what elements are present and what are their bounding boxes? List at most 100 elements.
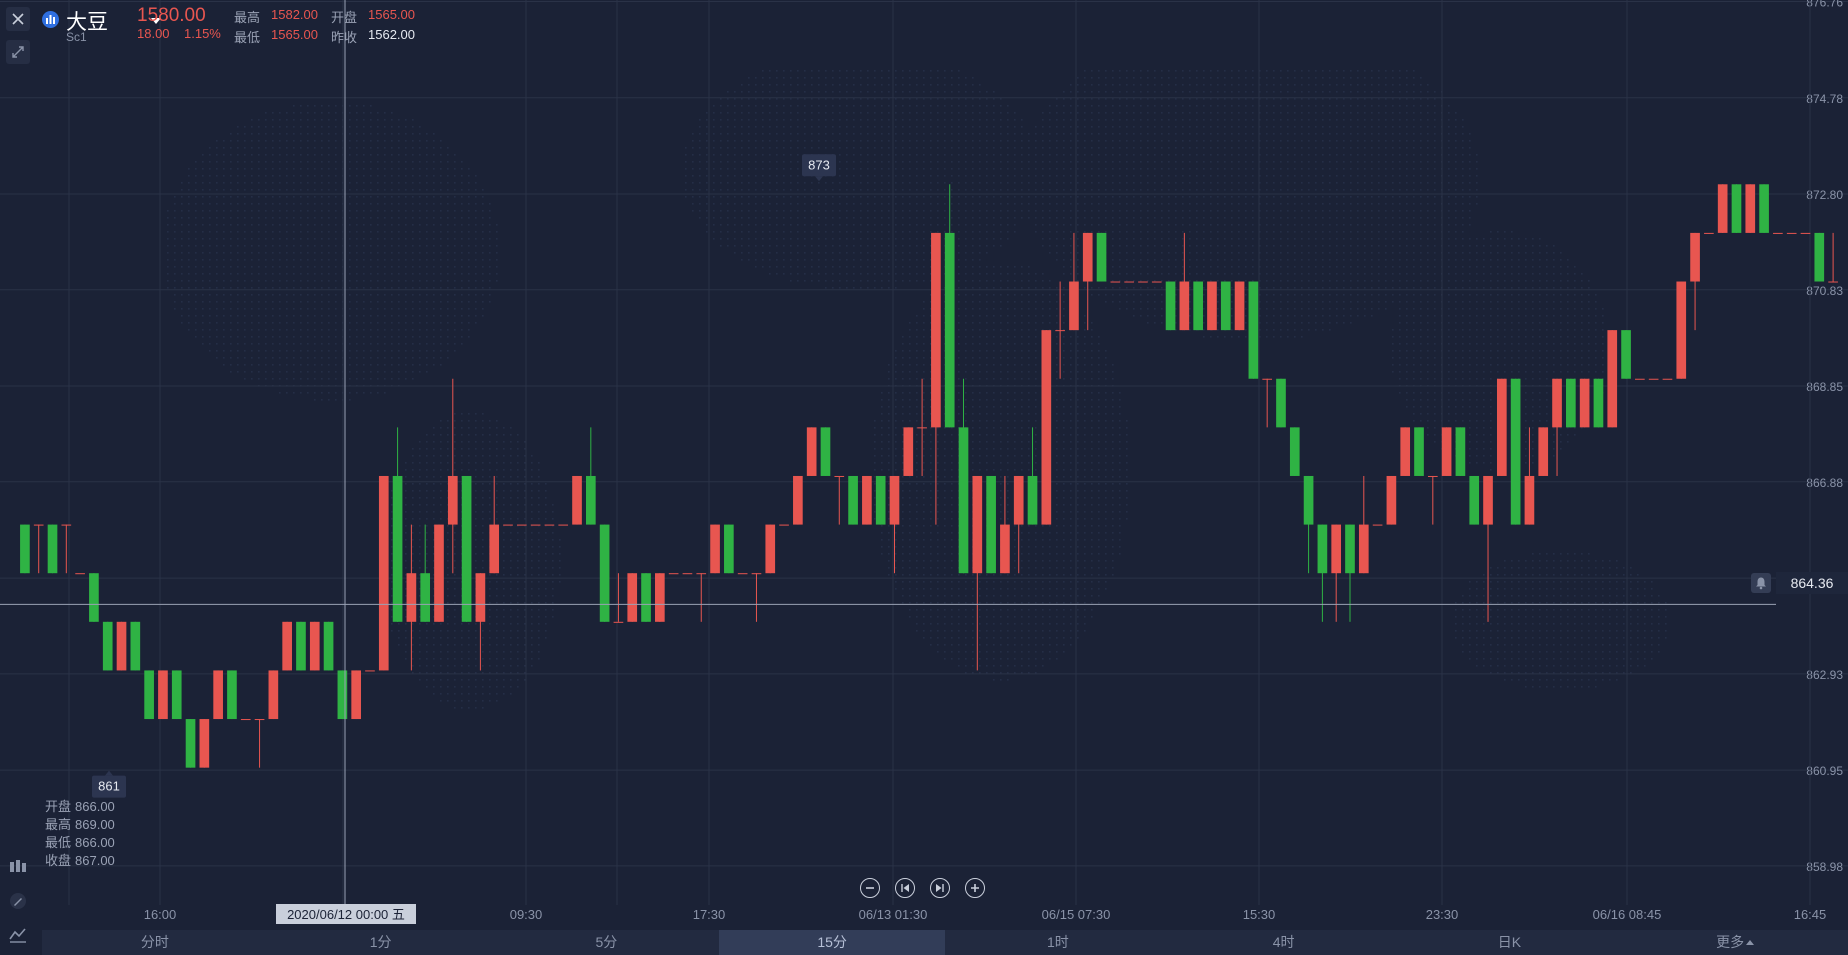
ohlc-low-value: 866.00 xyxy=(75,835,115,850)
jump-end-button[interactable] xyxy=(930,878,950,898)
candle-body xyxy=(613,621,624,623)
candle-body xyxy=(599,524,610,622)
candle-body xyxy=(1607,330,1618,428)
candle-body xyxy=(931,232,941,428)
timeframe-tab-label: 1时 xyxy=(1046,934,1069,950)
candle-body xyxy=(696,573,707,575)
candle-body xyxy=(227,670,237,720)
candle-body xyxy=(323,621,334,671)
candle-body xyxy=(1358,524,1369,574)
candle-body xyxy=(1220,281,1231,331)
timeframe-tab[interactable]: 更多 xyxy=(1622,930,1848,955)
candle-body xyxy=(1207,281,1217,331)
price-alert-button[interactable] xyxy=(1751,573,1771,593)
candle-body xyxy=(544,524,555,526)
y-tick-label: 862.93 xyxy=(1806,668,1843,682)
timeframe-tab-label: 15分 xyxy=(817,934,847,950)
symbol-code: Sc1 xyxy=(66,30,87,44)
candle-body xyxy=(1483,475,1493,525)
candle-body xyxy=(1289,427,1300,476)
collapse-icon xyxy=(12,46,24,58)
timeframe-tab-label: 分时 xyxy=(140,934,169,950)
candle-body xyxy=(1345,524,1355,574)
ohlc-high-label: 最高 xyxy=(45,817,72,832)
symbol-chart-icon xyxy=(42,11,59,28)
change-percent: 1.15% xyxy=(184,26,221,41)
candle-body xyxy=(1331,524,1342,574)
line-tool-icon xyxy=(9,928,26,943)
candle-body xyxy=(1621,330,1631,379)
timeframe-tab[interactable]: 4时 xyxy=(1171,930,1397,955)
collapse-button[interactable] xyxy=(6,40,30,64)
indicator-button[interactable] xyxy=(6,854,30,878)
candle-body xyxy=(1055,330,1065,332)
open-value: 1565.00 xyxy=(368,7,415,22)
y-tick-label: 860.95 xyxy=(1806,764,1843,778)
timeframe-tab[interactable]: 1时 xyxy=(945,930,1171,955)
candle-body xyxy=(751,573,762,575)
candle-body xyxy=(903,427,914,476)
timeframe-bar: 分时 1分 5分 15分 1时 4时 日K 更多 xyxy=(42,930,1848,955)
close-button[interactable] xyxy=(6,7,30,31)
candle-body xyxy=(1165,281,1176,331)
candle-body xyxy=(834,475,845,477)
candle-body xyxy=(130,621,141,671)
ohlc-low-row: 最低 866.00 xyxy=(45,834,115,852)
timeframe-tab[interactable]: 15分 xyxy=(719,930,945,955)
candle-body xyxy=(710,524,720,574)
close-icon xyxy=(12,13,24,25)
candle-body xyxy=(986,475,996,574)
candle-body xyxy=(737,573,748,575)
candle-body xyxy=(1552,378,1562,428)
line-tool-button[interactable] xyxy=(6,923,30,947)
symbol-dropdown-caret-icon[interactable] xyxy=(151,18,161,24)
candle-body xyxy=(309,621,320,671)
candle-body xyxy=(475,573,486,622)
symbol-name[interactable]: 大豆 xyxy=(66,11,108,34)
candle-body xyxy=(47,524,58,574)
timeframe-tab-label: 更多 xyxy=(1716,934,1745,950)
candle-body xyxy=(820,427,831,476)
candle-body xyxy=(1248,281,1259,379)
candle-body xyxy=(1400,427,1411,476)
x-tick-label: 06/15 07:30 xyxy=(1042,907,1111,922)
candle-body xyxy=(102,621,113,671)
timeframe-tab[interactable]: 5分 xyxy=(494,930,720,955)
plus-icon xyxy=(971,884,979,892)
candle-body xyxy=(958,427,969,574)
candle-body xyxy=(1386,475,1397,525)
change-value: 18.00 xyxy=(137,26,170,41)
candle-body xyxy=(171,670,182,720)
candle-body xyxy=(1524,475,1535,525)
jump-start-button[interactable] xyxy=(895,878,915,898)
ohlc-open-label: 开盘 xyxy=(45,799,72,814)
candle-body xyxy=(61,524,72,526)
candle-body xyxy=(1151,281,1162,283)
low-value: 1565.00 xyxy=(271,27,318,42)
candle-body xyxy=(917,427,927,429)
candle-body xyxy=(668,573,679,575)
candle-body xyxy=(724,524,734,574)
ohlc-close-row: 收盘 867.00 xyxy=(45,852,115,870)
candle-body xyxy=(1635,378,1645,380)
zoom-out-button[interactable] xyxy=(860,878,880,898)
zoom-in-button[interactable] xyxy=(965,878,985,898)
candle-body xyxy=(530,524,541,526)
ohlc-open-row: 开盘 866.00 xyxy=(45,798,115,816)
timeframe-tab-label: 1分 xyxy=(369,934,392,950)
candle-body xyxy=(1262,378,1273,380)
candle-body xyxy=(378,475,389,671)
candle-body xyxy=(1538,427,1549,476)
candle-body xyxy=(185,719,196,768)
candle-body xyxy=(793,475,803,525)
timeframe-tab[interactable]: 分时 xyxy=(42,930,268,955)
candle-body xyxy=(1317,524,1328,574)
candle-body xyxy=(282,621,292,671)
candle-body xyxy=(1510,378,1521,525)
timeframe-tab[interactable]: 日K xyxy=(1397,930,1623,955)
timeframe-tab[interactable]: 1分 xyxy=(268,930,494,955)
candle-body xyxy=(1814,232,1825,282)
draw-pencil-button[interactable] xyxy=(6,889,30,913)
candle-body xyxy=(1676,281,1687,379)
